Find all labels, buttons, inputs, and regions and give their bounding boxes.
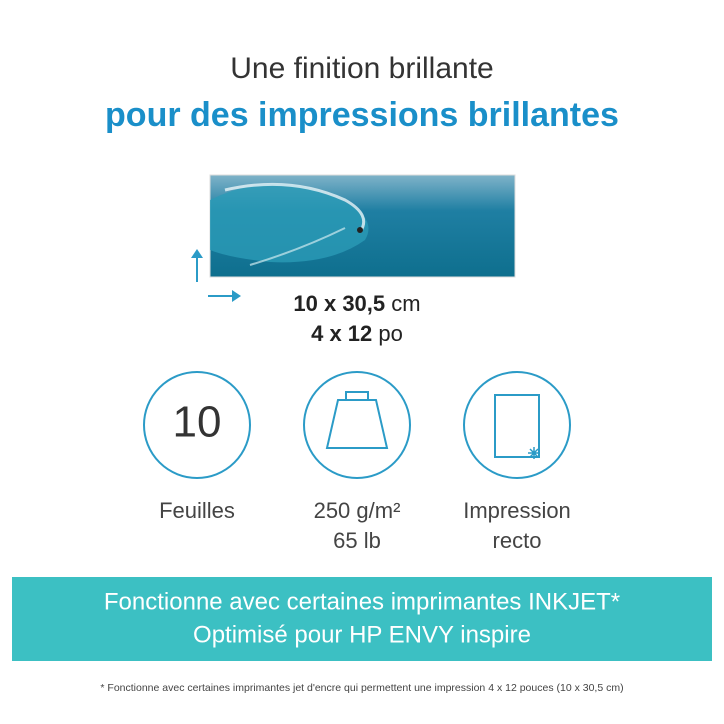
size-cm: 10 x 30,5 cm [293,291,420,316]
size-in: 4 x 12 po [311,321,403,346]
title-line1: Une finition brillante [230,52,493,85]
title-line2: pour des impressions brillantes [105,96,619,134]
photo [209,174,516,278]
feature-label: 65 lb [333,528,381,553]
banner-line1: Fonctionne avec certaines imprimantes IN… [104,588,620,615]
banner-line2: Optimisé pour HP ENVY inspire [193,621,531,648]
footnote: * Fonctionne avec certaines imprimantes … [100,682,623,694]
banner [12,577,712,661]
icons [143,371,571,479]
feature-label: Feuilles [159,498,235,523]
feature-label: Impression [463,498,571,523]
arrows [191,249,241,302]
feature-label: recto [493,528,542,553]
feature-label: 250 g/m² [314,498,401,523]
sheet-count: 10 [173,398,222,447]
